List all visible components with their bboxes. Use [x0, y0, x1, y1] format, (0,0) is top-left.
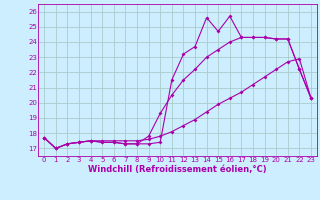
X-axis label: Windchill (Refroidissement éolien,°C): Windchill (Refroidissement éolien,°C): [88, 165, 267, 174]
